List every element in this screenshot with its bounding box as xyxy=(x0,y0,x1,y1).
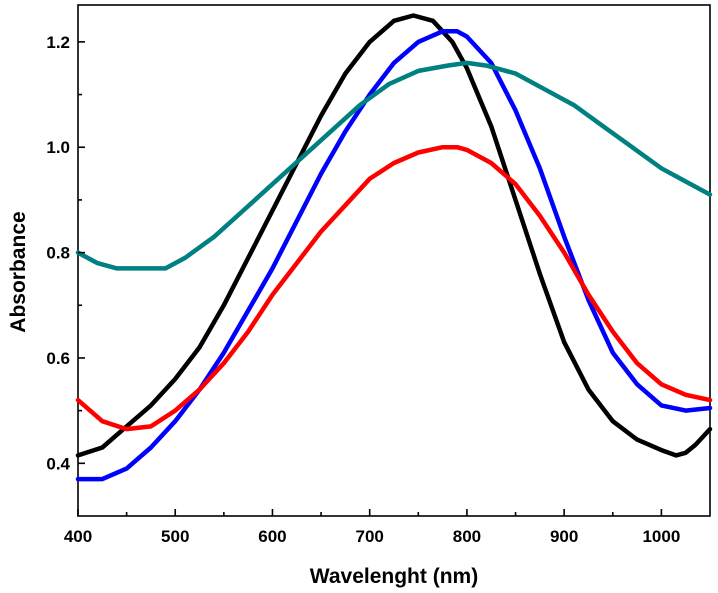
y-axis-ticks: 0.4 0.6 0.8 1.0 1.2 xyxy=(46,33,85,473)
y-tick-label: 0.4 xyxy=(46,454,70,473)
plot-frame xyxy=(77,4,711,517)
x-tick-label: 1000 xyxy=(642,527,680,546)
x-tick-label: 800 xyxy=(453,527,481,546)
series-line-2 xyxy=(75,29,713,482)
plot-border xyxy=(77,4,711,517)
series-line-3 xyxy=(75,144,713,432)
y-tick-label: 0.6 xyxy=(46,349,70,368)
x-tick-label: 700 xyxy=(356,527,384,546)
y-tick-label: 0.8 xyxy=(46,244,70,263)
x-tick-label: 900 xyxy=(550,527,578,546)
y-axis-title: Absorbance xyxy=(7,211,30,332)
x-tick-label: 600 xyxy=(258,527,286,546)
series-line-4 xyxy=(75,60,713,271)
y-tick-label: 1.2 xyxy=(46,33,70,52)
x-tick-label: 400 xyxy=(64,527,92,546)
y-tick-label: 1.0 xyxy=(46,138,70,157)
series-layer xyxy=(75,13,713,482)
series-line-1 xyxy=(75,13,713,458)
x-axis-title: Wavelenght (nm) xyxy=(310,565,478,588)
x-axis-ticks: 400 500 600 700 800 900 1000 xyxy=(64,509,680,546)
x-tick-label: 500 xyxy=(161,527,189,546)
